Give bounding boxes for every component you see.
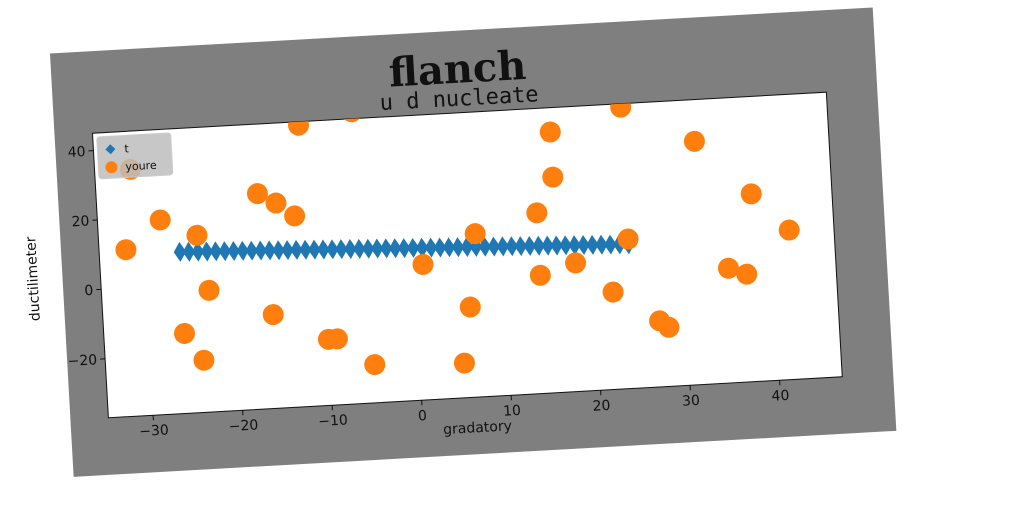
series-t-point	[541, 235, 554, 256]
series-youre-point	[246, 183, 268, 205]
series-t-point	[397, 238, 411, 259]
x-tick-label: 20	[592, 398, 611, 415]
series-t-point	[272, 240, 285, 261]
series-t-point	[218, 241, 231, 262]
series-t-point	[236, 240, 249, 261]
x-tick-label: 0	[418, 408, 428, 424]
series-youre-point	[412, 253, 434, 275]
series-t-point	[380, 238, 393, 259]
series-t-point	[496, 236, 509, 257]
x-tick-label: −20	[228, 417, 258, 435]
series-t-point	[424, 237, 438, 258]
series-t-point	[514, 236, 527, 257]
series-t-point	[415, 237, 429, 258]
series-youre-point	[284, 205, 306, 227]
series-youre-point	[193, 349, 215, 371]
series-t-point	[335, 239, 348, 260]
series-t-point	[200, 241, 214, 262]
series-youre-point	[658, 316, 680, 338]
y-tick-label: −20	[67, 352, 97, 370]
series-t-point	[209, 241, 222, 262]
series-youre-point	[565, 252, 587, 274]
series-t-point	[362, 238, 375, 259]
series-t-point	[559, 235, 572, 256]
series-t-point	[245, 240, 258, 261]
series-youre-point	[736, 263, 758, 285]
series-t-point	[326, 239, 339, 260]
series-t-point	[371, 238, 384, 259]
axis-ticks: −30 −20 −10 0 10 20 30 40 −20 0 20 40	[67, 144, 790, 440]
series-youre-point	[740, 183, 762, 205]
series-youre-point	[526, 202, 548, 224]
series-t-point	[299, 239, 312, 260]
series-t-point	[353, 238, 366, 259]
series-t-point	[586, 234, 599, 255]
series-youre-point	[539, 121, 561, 143]
series-t-point	[523, 235, 536, 256]
series-t-point	[532, 235, 545, 256]
series-t-point	[173, 241, 187, 262]
series-t-point	[460, 237, 474, 257]
series-t-point	[550, 235, 563, 256]
series-t-point	[182, 241, 196, 262]
series-youre-point	[717, 257, 739, 279]
series-youre-point	[459, 296, 481, 318]
series-t-point	[505, 236, 518, 257]
plot-marks	[115, 96, 800, 376]
series-youre-point	[198, 279, 220, 301]
series-youre-point	[186, 224, 208, 246]
series-youre-point	[453, 352, 475, 374]
series-youre-point	[542, 166, 564, 188]
series-youre-point	[326, 328, 348, 350]
series-t-point	[604, 234, 617, 255]
series-t-point	[308, 239, 321, 260]
series-t-point	[595, 234, 608, 255]
x-tick-label: 30	[682, 393, 701, 410]
series-t-point	[254, 240, 267, 261]
series-youre-point	[265, 192, 287, 214]
series-youre-point	[683, 130, 705, 152]
series-t-point	[344, 239, 357, 259]
legend-label-t: t	[124, 142, 130, 155]
series-t-point	[568, 235, 581, 256]
x-axis-label: gradatory	[443, 418, 513, 438]
series-youre-point	[364, 354, 386, 376]
series-t-point	[317, 239, 330, 260]
legend: t youre	[96, 132, 174, 180]
legend-label-youre: youre	[125, 159, 157, 174]
y-tick-label: 40	[67, 144, 86, 161]
x-tick-label: 40	[771, 388, 790, 405]
series-t-point	[577, 235, 590, 255]
series-t-point	[263, 240, 276, 261]
series-t-point	[487, 236, 501, 257]
series-t-point	[451, 237, 465, 258]
series-t-point	[442, 237, 456, 258]
y-tick-label: 0	[84, 283, 94, 299]
x-tick-label: 10	[503, 403, 522, 420]
series-t-point	[281, 240, 294, 261]
series-youre-point	[617, 228, 639, 250]
legend-marker-t	[105, 144, 116, 155]
x-tick-label: −10	[318, 412, 348, 430]
series-t-point	[388, 238, 402, 259]
series-youre-point	[173, 322, 195, 344]
figure-suptitle: flanch	[388, 42, 528, 97]
series-youre-point	[115, 239, 137, 261]
series-youre-point	[262, 304, 284, 326]
series-t-point	[191, 241, 205, 262]
series-youre-point	[778, 219, 800, 241]
series-t-point	[227, 241, 240, 261]
x-tick-label: −30	[139, 422, 169, 440]
series-youre-point	[602, 281, 624, 303]
series-t-point	[406, 237, 420, 258]
series-youre-point	[529, 264, 551, 286]
legend-marker-youre	[105, 161, 118, 174]
series-youre-point	[149, 209, 171, 231]
series-t-point	[433, 237, 447, 258]
series-t-point	[290, 239, 303, 260]
series-youre-point	[464, 223, 486, 245]
y-axis-label: ductilimeter	[23, 236, 44, 322]
y-tick-label: 20	[71, 213, 90, 230]
